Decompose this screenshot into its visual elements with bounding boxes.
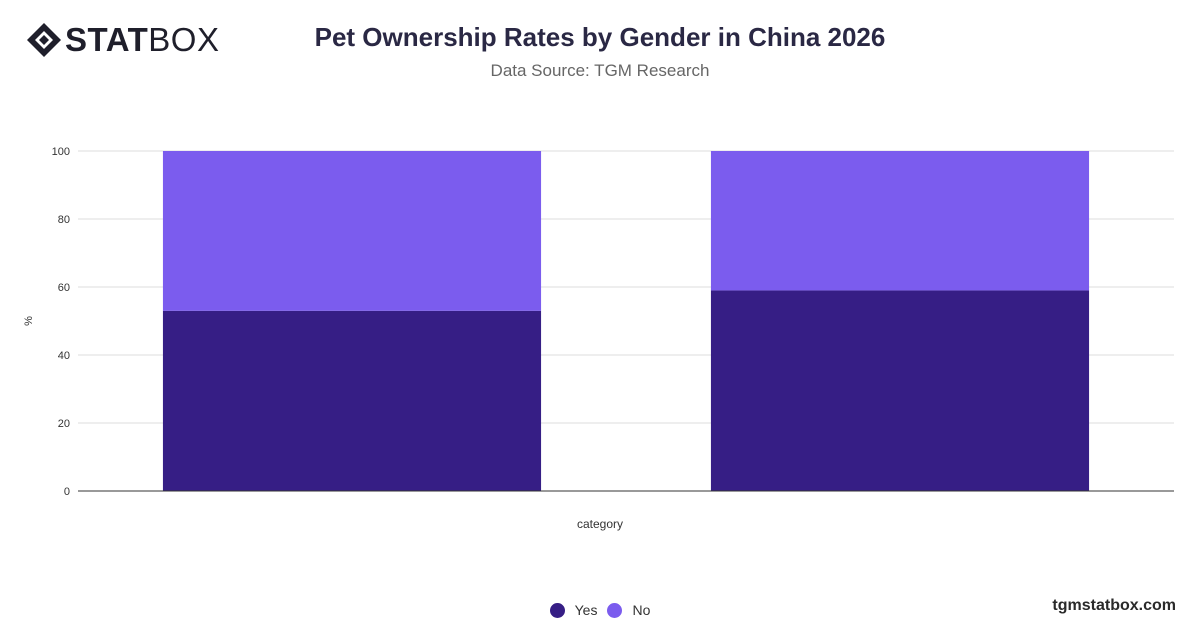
legend-label: No xyxy=(632,602,651,618)
stacked-bar-chart: 0 20 40 60 80 100 category% xyxy=(23,146,1174,531)
logo-wordmark: STATBOX xyxy=(65,22,219,58)
legend-item-yes[interactable]: Yes xyxy=(549,602,598,618)
logo-text-bold: STAT xyxy=(65,21,149,58)
diamond-logo-icon xyxy=(27,23,61,57)
legend-label: Yes xyxy=(574,602,598,618)
y-tick-label: 20 xyxy=(58,418,70,430)
y-tick-label: 0 xyxy=(64,486,70,498)
logo-text-light: BOX xyxy=(148,21,220,58)
y-axis-title: % xyxy=(23,316,35,326)
x-axis-title: category xyxy=(577,517,623,531)
chart-title: Pet Ownership Rates by Gender in China 2… xyxy=(314,22,886,52)
legend-swatch xyxy=(607,602,623,618)
bar-no xyxy=(710,151,1090,291)
bar-no xyxy=(162,151,542,311)
bar-yes xyxy=(162,310,542,491)
watermark: tgmstatbox.com xyxy=(1052,597,1176,614)
y-tick-label: 60 xyxy=(58,282,70,294)
chart-legend: Yes No xyxy=(0,602,1200,618)
legend-item-no[interactable]: No xyxy=(607,602,650,618)
bar-yes xyxy=(710,290,1090,491)
chart-subtitle: Data Source: TGM Research xyxy=(490,61,710,80)
legend-swatch xyxy=(549,602,565,618)
y-tick-label: 100 xyxy=(52,146,70,158)
statbox-logo: STATBOX xyxy=(26,22,219,58)
y-tick-label: 80 xyxy=(58,214,70,226)
y-tick-label: 40 xyxy=(58,350,70,362)
